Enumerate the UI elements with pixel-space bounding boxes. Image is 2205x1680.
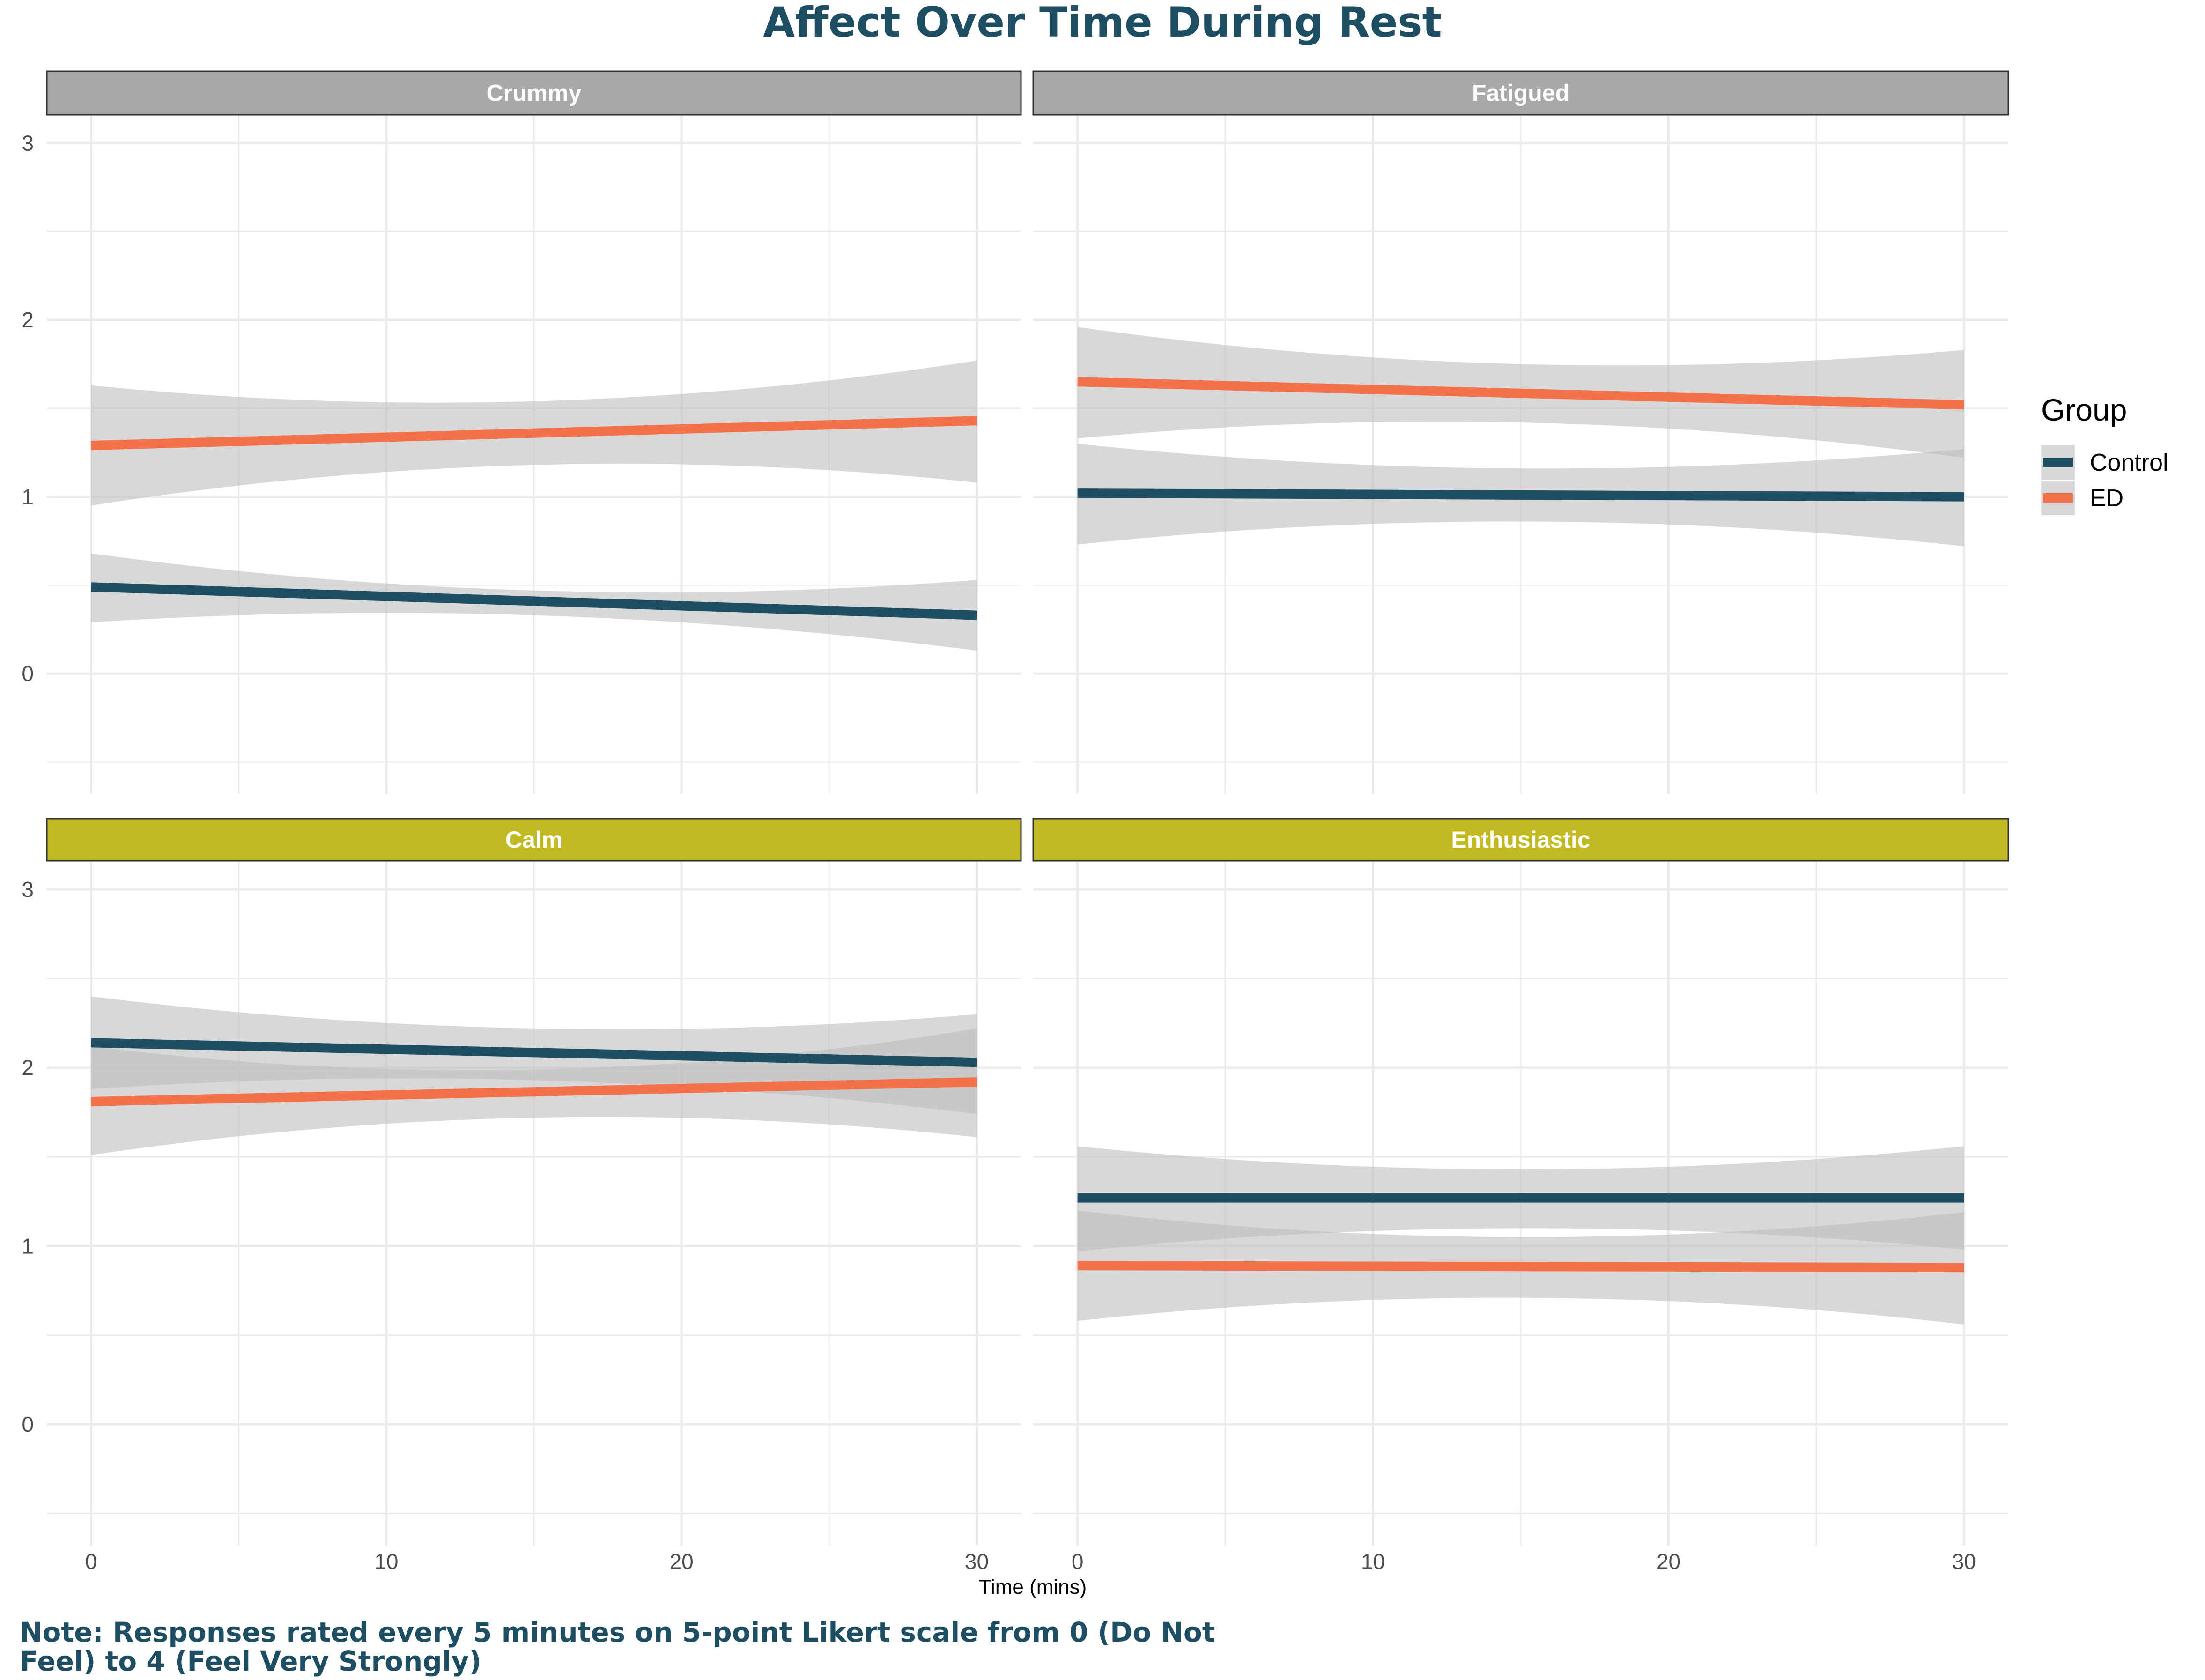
facet-strip: [46, 70, 1022, 116]
facet-strip-label: Fatigued: [1472, 80, 1569, 106]
series-line-control: [91, 582, 977, 620]
y-tick-label: 0: [22, 1412, 34, 1436]
series-line-control: [1077, 488, 1964, 502]
y-tick-label: 1: [22, 485, 34, 509]
y-tick-label: 1: [22, 1234, 34, 1258]
x-tick-label: 20: [1657, 1549, 1680, 1574]
x-tick-label: 10: [374, 1549, 398, 1574]
legend-label: ED: [2090, 485, 2124, 512]
y-tick-label: 3: [22, 131, 34, 155]
x-tick-label: 20: [670, 1549, 694, 1574]
series-line-ed: [1077, 377, 1964, 410]
legend: Group Control ED: [2041, 392, 2168, 515]
y-tick-label: 3: [22, 877, 34, 902]
footnote-line-1: Note: Responses rated every 5 minutes on…: [20, 1616, 1215, 1648]
legend-label: Control: [2090, 449, 2168, 476]
facet-strip: [1032, 818, 2009, 862]
facet-strip-label: Calm: [505, 827, 562, 853]
chart-title: Affect Over Time During Rest: [763, 0, 1442, 46]
y-tick-label: 2: [22, 1056, 34, 1080]
footnote-line-2: Feel) to 4 (Feel Very Strongly): [20, 1645, 481, 1677]
legend-title: Group: [2041, 392, 2127, 427]
y-tick-label: 2: [22, 308, 34, 332]
facet-crummy: Crummy 0 1 2 3: [22, 70, 1022, 794]
series-line-ed: [91, 1077, 977, 1106]
facet-strip-label: Crummy: [487, 80, 582, 106]
x-tick-label: 30: [1952, 1549, 1976, 1574]
x-tick-label: 0: [85, 1549, 97, 1574]
footnote: Note: Responses rated every 5 minutes on…: [20, 1616, 1225, 1677]
x-tick-label: 0: [1072, 1549, 1084, 1574]
series-line-control: [91, 1038, 977, 1067]
series-line-ed: [1077, 1261, 1964, 1273]
facet-fatigued: Fatigued: [1032, 70, 2009, 794]
x-axis-label: Time (mins): [979, 1576, 1087, 1599]
series-line-ed: [91, 416, 977, 451]
y-tick-label: 0: [22, 661, 34, 686]
facet-strip-label: Enthusiastic: [1451, 827, 1590, 853]
x-tick-label: 30: [965, 1549, 989, 1574]
facet-strip: [1032, 70, 2009, 116]
facet-enthusiastic: Enthusiastic 0 10 20 30: [1032, 818, 2009, 1574]
x-tick-label: 10: [1361, 1549, 1385, 1574]
facet-strip: [46, 818, 1022, 862]
